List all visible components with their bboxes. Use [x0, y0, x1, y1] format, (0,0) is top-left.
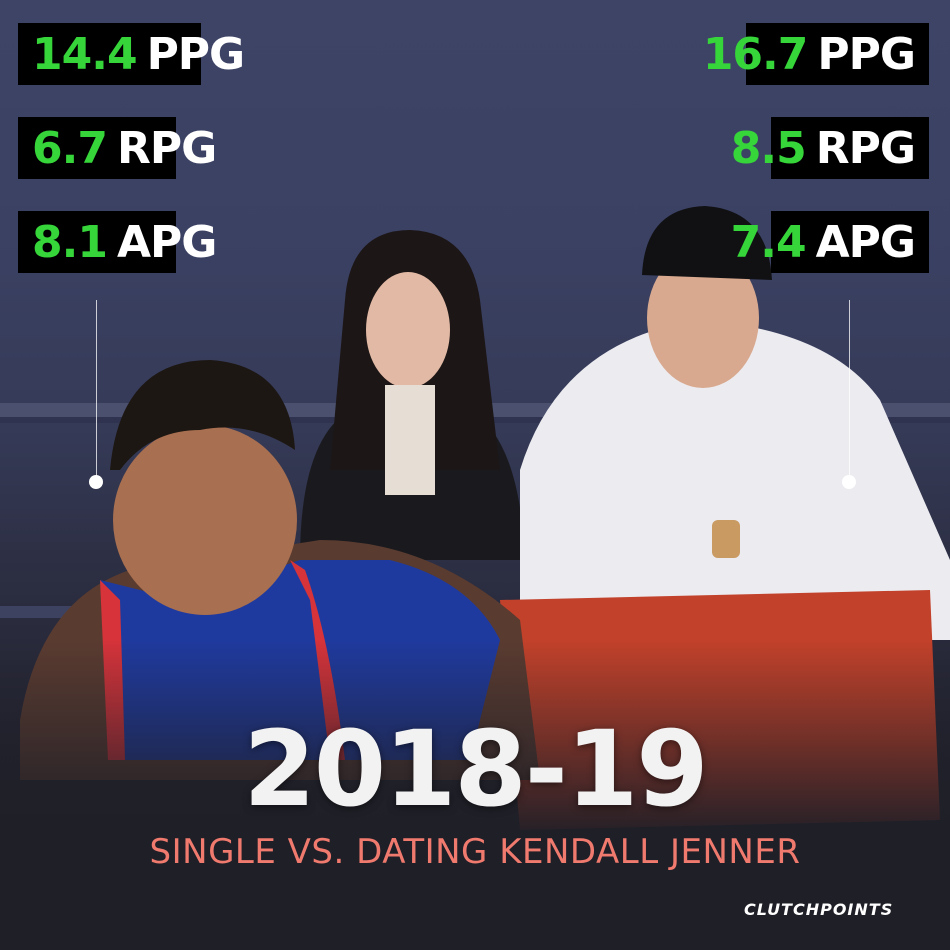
right-stat-rpg: 8.5 RPG: [731, 117, 929, 179]
left-stat-apg: 8.1 APG: [18, 211, 217, 273]
stat-value: 8.1: [32, 216, 108, 268]
season-title: 2018-19: [243, 708, 708, 830]
woman-figure: [300, 230, 525, 560]
right-connector-line: [849, 300, 850, 480]
stat-value: 14.4: [32, 28, 138, 80]
stat-unit: PPG: [146, 28, 246, 80]
stat-unit: RPG: [815, 122, 916, 174]
stat-value: 8.5: [730, 122, 807, 174]
stat-value: 6.7: [32, 122, 108, 174]
right-stat-ppg: 16.7 PPG: [703, 23, 929, 85]
right-connector-dot: [842, 475, 856, 489]
left-connector-line: [96, 300, 97, 480]
subtitle: SINGLE VS. DATING KENDALL JENNER: [149, 832, 801, 872]
left-stat-ppg: 14.4 PPG: [18, 23, 245, 85]
stat-value: 7.4: [730, 216, 807, 268]
left-connector-dot: [89, 475, 103, 489]
stat-unit: APG: [815, 216, 916, 268]
stat-unit: APG: [116, 216, 217, 268]
right-stat-apg: 7.4 APG: [731, 211, 929, 273]
left-stat-rpg: 6.7 RPG: [18, 117, 217, 179]
stat-unit: RPG: [116, 122, 217, 174]
stat-value: 16.7: [702, 28, 809, 80]
brand-logo: CLUTCHPOINTS: [744, 900, 894, 919]
stat-unit: PPG: [817, 28, 916, 80]
